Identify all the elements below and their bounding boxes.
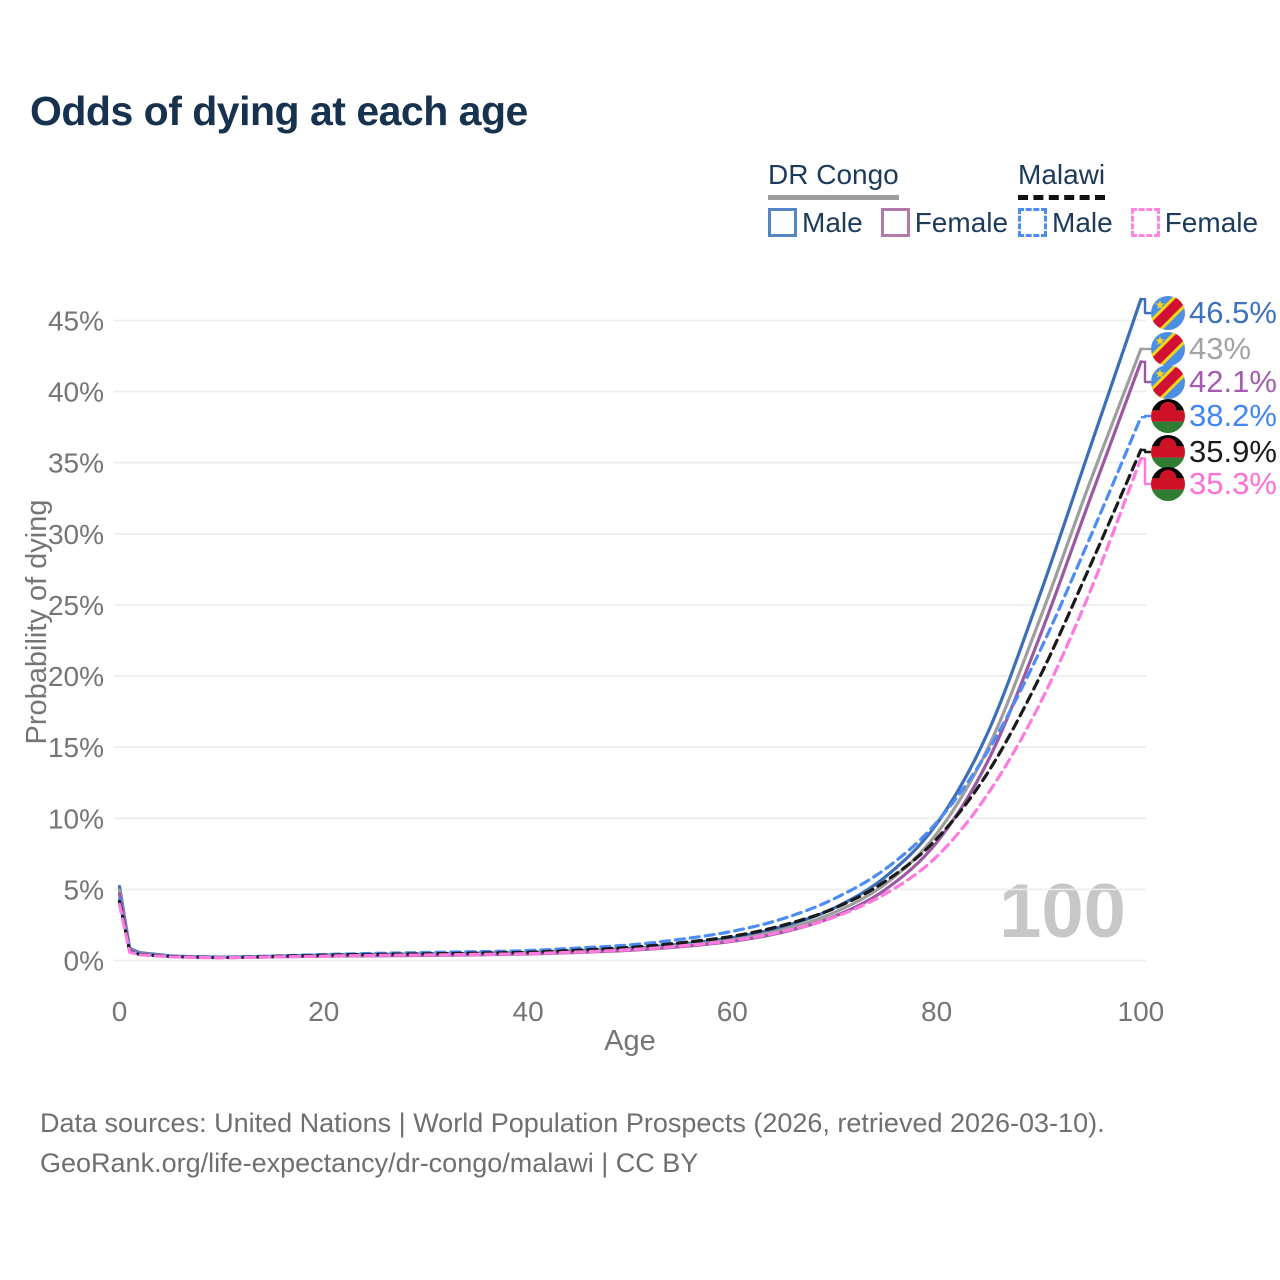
x-tick-label: 0 <box>112 996 128 1027</box>
end-label-dr-congo-female: 42.1% <box>1189 364 1277 399</box>
x-tick-label: 60 <box>717 996 748 1027</box>
y-tick-label: 0% <box>64 946 104 977</box>
series-dr-congo-male <box>117 297 1143 959</box>
x-tick-label: 100 <box>1118 996 1165 1027</box>
end-label-dr-congo-overall: 43% <box>1189 331 1251 366</box>
label-connector <box>1140 448 1151 454</box>
legend-item-label: Male <box>1052 206 1113 238</box>
x-axis-title: Age <box>604 1025 656 1057</box>
label-connector <box>1140 457 1151 486</box>
end-label-malawi-female: 35.3% <box>1189 466 1277 501</box>
legend-swatch-icon <box>768 208 797 238</box>
legend-item-dr-congo-female[interactable]: Female <box>880 206 1009 239</box>
y-tick-label: 25% <box>48 590 104 621</box>
legend-item-malawi-female[interactable]: Female <box>1130 206 1259 239</box>
legend-item-label: Male <box>802 206 863 238</box>
legend-swatch-icon <box>1018 208 1047 238</box>
data-sources-text: Data sources: United Nations | World Pop… <box>40 1108 1105 1138</box>
label-connector <box>1140 298 1151 315</box>
legend-swatch-icon <box>1130 208 1160 238</box>
end-label-dr-congo-male: 46.5% <box>1189 295 1277 330</box>
y-tick-label: 40% <box>48 377 104 408</box>
y-axis-title: Probability of dying <box>21 499 53 744</box>
label-connector <box>1140 360 1151 384</box>
end-label-malawi-overall: 35.9% <box>1189 434 1277 469</box>
series-dr-congo-female <box>117 360 1143 960</box>
y-tick-label: 45% <box>48 306 104 337</box>
legend-item-label: Female <box>914 206 1009 238</box>
y-tick-label: 20% <box>48 661 104 692</box>
x-tick-label: 20 <box>308 996 339 1027</box>
legend-item-dr-congo-male[interactable]: Male <box>768 207 863 239</box>
series-malawi-overall <box>117 448 1143 960</box>
legend-group-title: DR Congo <box>768 159 899 200</box>
legend-item-malawi-male[interactable]: Male <box>1018 207 1113 239</box>
y-tick-label: 5% <box>64 874 104 905</box>
series-dr-congo-overall <box>117 347 1143 959</box>
x-tick-label: 80 <box>921 996 952 1027</box>
malawi-flag-icon <box>1151 399 1185 433</box>
legend-item-label: Female <box>1164 206 1259 238</box>
y-tick-label: 10% <box>48 803 104 834</box>
attribution-text: GeoRank.org/life-expectancy/dr-congo/mal… <box>40 1148 699 1178</box>
series-malawi-male <box>117 415 1143 959</box>
legend-swatch-icon <box>880 208 910 238</box>
y-tick-label: 15% <box>48 732 104 763</box>
legend-group-malawi: Malawi Male Female <box>1018 159 1259 239</box>
series-malawi-female <box>117 456 1143 960</box>
y-tick-label: 30% <box>48 519 104 550</box>
y-tick-label: 35% <box>48 448 104 479</box>
x-tick-label: 40 <box>513 996 544 1027</box>
end-label-malawi-male: 38.2% <box>1189 398 1277 433</box>
label-connector <box>1140 414 1151 419</box>
page-title: Odds of dying at each age <box>30 88 528 134</box>
malawi-flag-icon <box>1151 467 1185 501</box>
malawi-flag-icon <box>1151 435 1185 469</box>
legend-group-dr-congo: DR Congo Male Female <box>768 159 1009 239</box>
legend-group-title: Malawi <box>1018 159 1106 200</box>
age-watermark: 100 <box>999 869 1126 954</box>
